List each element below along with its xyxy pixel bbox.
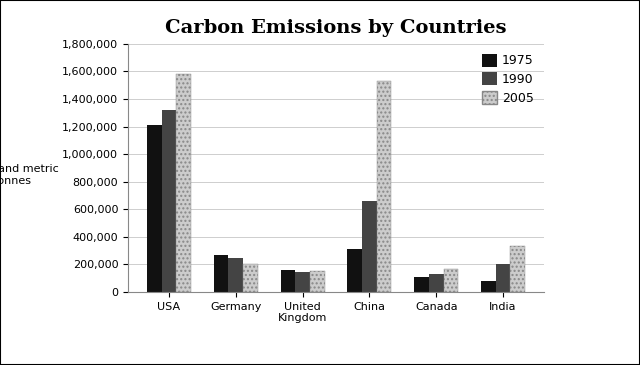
Bar — [348, 249, 362, 292]
Bar — [243, 264, 258, 292]
Bar — [214, 255, 228, 292]
Legend: 1975, 1990, 2005: 1975, 1990, 2005 — [478, 50, 538, 108]
Bar — [295, 272, 310, 292]
Bar — [176, 74, 191, 292]
Bar — [147, 125, 162, 292]
Bar — [310, 271, 324, 292]
Bar — [280, 270, 295, 292]
Bar — [377, 81, 392, 292]
Bar — [429, 274, 444, 292]
Text: thousand metric
tonnes: thousand metric tonnes — [0, 164, 59, 186]
Bar — [481, 281, 496, 292]
Bar — [228, 258, 243, 292]
Title: Carbon Emissions by Countries: Carbon Emissions by Countries — [165, 19, 507, 37]
Bar — [414, 277, 429, 292]
Bar — [444, 269, 458, 292]
Bar — [510, 246, 525, 292]
Bar — [162, 110, 176, 292]
Bar — [362, 201, 377, 292]
Bar — [496, 264, 510, 292]
